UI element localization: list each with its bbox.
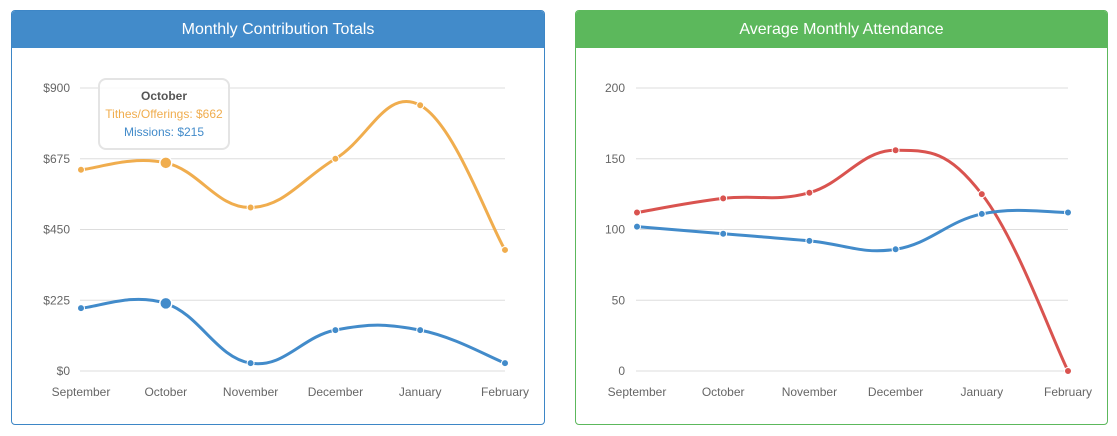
chart-tooltip: October Tithes/Offerings: $662 Missions:… bbox=[98, 78, 230, 150]
x-tick-label: October bbox=[702, 385, 745, 399]
y-tick-label: 50 bbox=[612, 293, 626, 307]
contributions-panel: Monthly Contribution Totals $0 $225 $450 $6… bbox=[11, 10, 545, 425]
data-point[interactable] bbox=[416, 101, 425, 110]
y-tick-label: $900 bbox=[43, 81, 70, 95]
data-point[interactable] bbox=[891, 245, 900, 254]
data-point[interactable] bbox=[159, 156, 173, 170]
data-point[interactable] bbox=[805, 188, 814, 197]
attendance-panel: Average Monthly Attendance 0 50 100 150 200 S… bbox=[575, 10, 1108, 425]
x-tick-label: February bbox=[1044, 385, 1092, 399]
data-point[interactable] bbox=[501, 245, 509, 254]
tooltip-title: October bbox=[140, 89, 187, 103]
series-line bbox=[636, 208, 1069, 253]
y-tick-label: 100 bbox=[605, 223, 625, 237]
x-tick-label: December bbox=[308, 385, 363, 399]
data-point[interactable] bbox=[416, 326, 425, 335]
data-point[interactable] bbox=[719, 194, 728, 203]
y-tick-label: 0 bbox=[618, 364, 625, 378]
data-point[interactable] bbox=[805, 236, 814, 245]
data-point[interactable] bbox=[246, 203, 255, 212]
x-tick-label: February bbox=[481, 385, 529, 399]
data-point[interactable] bbox=[891, 146, 900, 155]
x-tick-label: October bbox=[144, 385, 187, 399]
tooltip-missions-value: Missions: $215 bbox=[123, 125, 205, 139]
data-point[interactable] bbox=[501, 359, 509, 368]
data-point[interactable] bbox=[159, 296, 173, 311]
data-point[interactable] bbox=[77, 304, 85, 313]
series-line bbox=[636, 148, 1070, 372]
attendance-chart[interactable]: 0 50 100 150 200 September October November Dece… bbox=[576, 11, 1108, 425]
data-point[interactable] bbox=[1064, 208, 1072, 217]
data-point[interactable] bbox=[977, 209, 986, 218]
x-tick-label: December bbox=[868, 385, 923, 399]
data-point[interactable] bbox=[1064, 367, 1072, 375]
x-tick-label: January bbox=[960, 385, 1003, 399]
data-point[interactable] bbox=[246, 359, 255, 368]
data-point[interactable] bbox=[719, 229, 728, 238]
y-tick-label: 200 bbox=[605, 81, 625, 95]
x-tick-label: November bbox=[223, 385, 278, 399]
x-tick-label: September bbox=[608, 385, 667, 399]
y-tick-label: $450 bbox=[43, 223, 70, 237]
data-point[interactable] bbox=[633, 222, 641, 231]
x-tick-label: January bbox=[399, 385, 442, 399]
data-point[interactable] bbox=[331, 154, 340, 163]
x-tick-label: November bbox=[782, 385, 837, 399]
series-line bbox=[80, 297, 506, 366]
data-point[interactable] bbox=[977, 190, 986, 199]
y-tick-label: $675 bbox=[43, 152, 70, 166]
y-tick-label: 150 bbox=[605, 152, 625, 166]
data-point[interactable] bbox=[77, 165, 85, 174]
data-point[interactable] bbox=[331, 326, 340, 335]
tooltip-tithes-value: Tithes/Offerings: $662 bbox=[105, 107, 223, 121]
y-tick-label: $225 bbox=[43, 293, 70, 307]
y-tick-label: $0 bbox=[57, 364, 71, 378]
x-tick-label: September bbox=[52, 385, 111, 399]
data-point[interactable] bbox=[633, 208, 641, 217]
contributions-panel-title: Monthly Contribution Totals bbox=[12, 11, 544, 48]
attendance-panel-title: Average Monthly Attendance bbox=[576, 11, 1107, 48]
contributions-chart[interactable]: $0 $225 $450 $675 $900 September October Novemb… bbox=[12, 11, 545, 425]
